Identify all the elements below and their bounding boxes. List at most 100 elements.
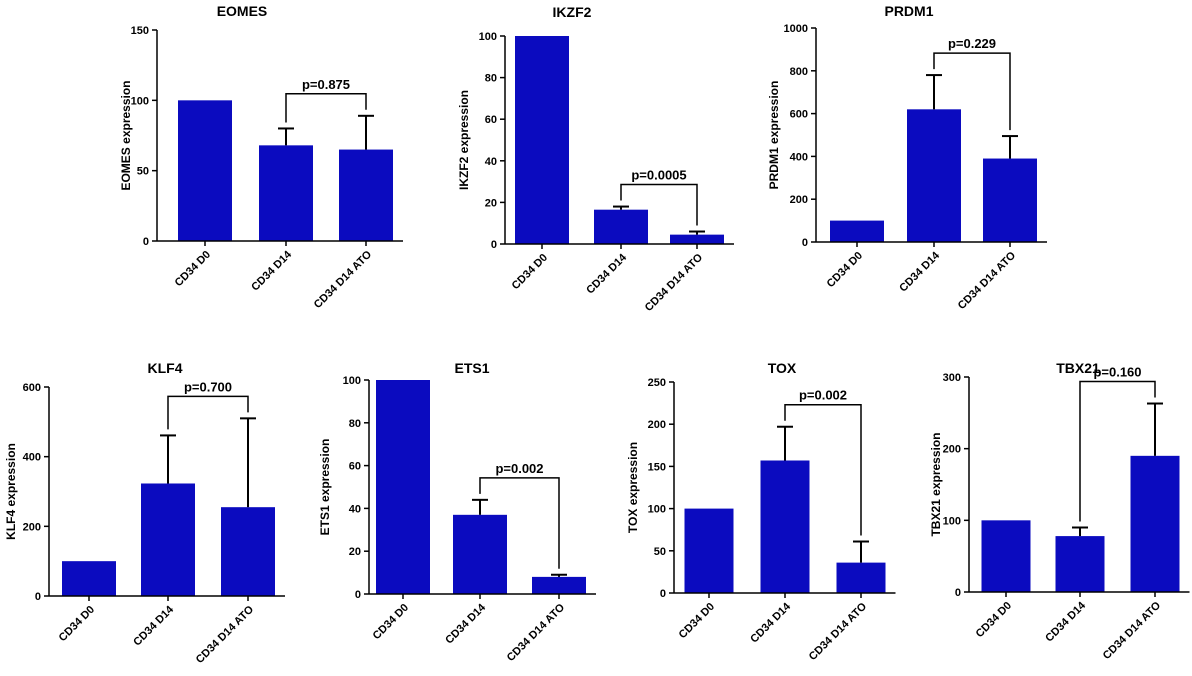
y-tick-label: 800 (790, 66, 808, 78)
y-tick-label: 150 (131, 25, 149, 37)
y-tick-label: 0 (35, 591, 41, 603)
y-tick-label: 200 (943, 444, 961, 456)
y-tick-label: 100 (479, 31, 497, 43)
y-tick-label: 400 (23, 452, 41, 464)
y-tick-label: 600 (23, 382, 41, 394)
x-tick-label: CD34 D14 ATO (312, 248, 375, 311)
error-bar-2 (613, 205, 629, 210)
chart-ets1: ETS1 ETS1 expression 0 20 40 60 80 100 CD34 D0 CD… (318, 360, 596, 664)
chart-ikzf2: IKZF2 IKZF2 expression 0 20 40 60 80 100 CD34 D0… (457, 4, 734, 314)
y-tick-label: 1000 (784, 23, 808, 35)
y-tick-label: 200 (648, 419, 666, 431)
y-tick-label: 600 (790, 109, 808, 121)
y-tick-label: 200 (23, 521, 41, 533)
p-value-label: p=0.700 (184, 379, 232, 394)
significance-bracket (285, 93, 367, 123)
y-axis-label: ETS1 expression (318, 439, 332, 536)
error-bar-3 (1002, 135, 1018, 159)
bar-2 (594, 209, 648, 244)
bar-3 (532, 576, 586, 594)
y-axis-label: TOX expression (626, 442, 640, 533)
y-axis-label: IKZF2 expression (457, 90, 471, 190)
chart-klf4: KLF4 KLF4 expression 0 200 400 600 CD34 D0 CD34… (4, 360, 285, 666)
error-bar-2 (278, 127, 294, 146)
chart-tbx21: TBX21 TBX21 expression 0 100 200 300 CD34 D0 CD… (929, 360, 1190, 662)
chart-prdm1: PRDM1 PRDM1 expression 0 200 400 600 800 1000 CD… (767, 3, 1047, 312)
x-tick-label: CD34 D14 ATO (807, 600, 870, 663)
bar-1 (515, 36, 569, 244)
x-tick-label: CD34 D14 (131, 603, 176, 648)
y-tick-label: 200 (790, 194, 808, 206)
y-axis-label: KLF4 expression (4, 443, 18, 540)
y-tick-label: 100 (648, 504, 666, 516)
significance-bracket (479, 477, 560, 569)
significance-bracket (1079, 380, 1156, 522)
x-tick-label: CD34 D14 (584, 251, 629, 296)
bar-3 (670, 234, 724, 244)
bar-2 (141, 483, 195, 596)
x-tick-label: CD34 D14 ATO (194, 603, 257, 666)
bar-3 (983, 158, 1037, 242)
significance-bracket (620, 183, 698, 226)
y-tick-label: 0 (491, 239, 497, 251)
p-value-label: p=0.229 (948, 36, 996, 51)
bar-2 (259, 145, 313, 241)
x-tick-label: CD34 D0 (677, 601, 717, 641)
bar-3 (836, 562, 886, 593)
chart-title: ETS1 (454, 360, 489, 376)
significance-bracket (167, 395, 249, 430)
error-bar-3 (689, 230, 705, 235)
chart-title: KLF4 (148, 360, 183, 376)
error-bar-3 (551, 573, 567, 577)
y-tick-label: 80 (485, 73, 497, 85)
chart-title: TOX (768, 360, 797, 376)
chart-title: PRDM1 (884, 3, 933, 19)
chart-title: IKZF2 (553, 4, 592, 20)
error-bar-2 (777, 425, 793, 461)
x-tick-label: CD34 D14 (1043, 599, 1088, 644)
y-tick-label: 0 (355, 589, 361, 601)
y-tick-label: 400 (790, 151, 808, 163)
y-tick-label: 0 (955, 587, 961, 599)
y-tick-label: 60 (349, 461, 361, 473)
x-tick-label: CD34 D14 (748, 600, 793, 645)
y-tick-label: 250 (648, 377, 666, 389)
p-value-label: p=0.875 (302, 77, 350, 92)
x-tick-label: CD34 D0 (57, 604, 97, 644)
bar-1 (376, 380, 430, 594)
y-axis-label: PRDM1 expression (767, 81, 781, 190)
bar-1 (830, 220, 884, 242)
y-tick-label: 60 (485, 114, 497, 126)
bar-2 (453, 514, 507, 594)
significance-bracket (784, 403, 862, 536)
error-bar-3 (853, 540, 869, 563)
significance-bracket (933, 52, 1011, 131)
bar-2 (760, 460, 810, 593)
error-bar-2 (1072, 526, 1088, 537)
x-tick-label: CD34 D0 (974, 600, 1014, 640)
y-tick-label: 40 (349, 503, 361, 515)
y-tick-label: 150 (648, 461, 666, 473)
y-tick-label: 100 (943, 515, 961, 527)
bar-1 (62, 561, 116, 596)
error-bar-2 (160, 434, 176, 484)
x-tick-label: CD34 D14 ATO (956, 249, 1019, 312)
y-tick-label: 300 (943, 372, 961, 384)
x-tick-label: CD34 D14 (443, 601, 488, 646)
error-bar-2 (926, 74, 942, 110)
y-tick-label: 40 (485, 156, 497, 168)
chart-title: TBX21 (1056, 360, 1100, 376)
x-tick-label: CD34 D14 ATO (1101, 599, 1164, 662)
bar-2 (907, 109, 961, 242)
p-value-label: p=0.002 (495, 461, 543, 476)
x-tick-label: CD34 D14 ATO (643, 251, 706, 314)
error-bar-3 (358, 114, 374, 150)
bar-2 (1055, 536, 1105, 592)
y-tick-label: 0 (660, 588, 666, 600)
error-bar-3 (1147, 402, 1163, 456)
p-value-label: p=0.0005 (631, 168, 686, 183)
y-tick-label: 100 (131, 95, 149, 107)
bar-1 (684, 508, 734, 593)
y-axis-label: TBX21 expression (929, 432, 943, 536)
